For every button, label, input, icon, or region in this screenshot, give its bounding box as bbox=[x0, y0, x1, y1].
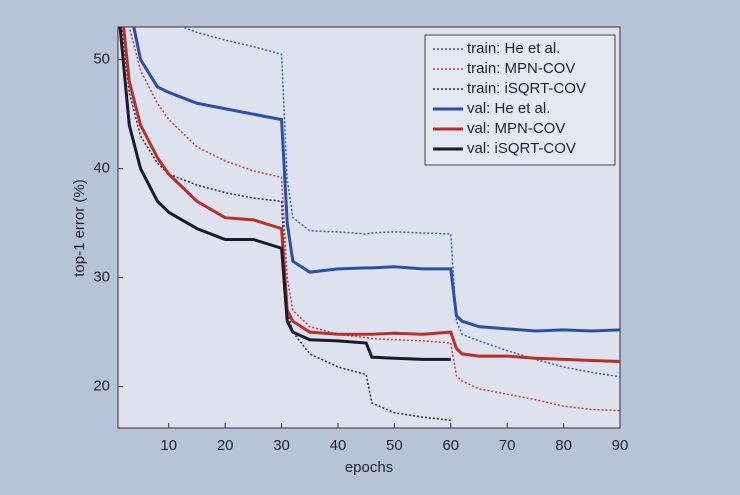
legend-label: val: He et al. bbox=[467, 100, 550, 117]
legend-label: val: iSQRT-COV bbox=[467, 140, 576, 157]
x-tick-label: 90 bbox=[612, 437, 629, 454]
legend-label: train: He et al. bbox=[467, 40, 560, 57]
x-tick-label: 10 bbox=[160, 437, 177, 454]
x-tick-label: 50 bbox=[386, 437, 403, 454]
legend-box bbox=[424, 34, 616, 166]
y-tick-label: 20 bbox=[93, 378, 110, 395]
legend-label: val: MPN-COV bbox=[467, 120, 565, 137]
y-tick-label: 50 bbox=[93, 51, 110, 68]
x-tick-label: 40 bbox=[330, 437, 347, 454]
legend-label: train: MPN-COV bbox=[467, 60, 575, 77]
lines bbox=[118, 27, 620, 422]
series-line bbox=[132, 27, 620, 333]
series-line bbox=[121, 27, 451, 422]
series-line bbox=[122, 27, 620, 364]
x-tick-label: 80 bbox=[555, 437, 572, 454]
x-tick-label: 60 bbox=[442, 437, 459, 454]
x-tick-label: 30 bbox=[273, 437, 290, 454]
y-tick-label: 40 bbox=[93, 160, 110, 177]
series-line bbox=[180, 27, 620, 378]
series-line bbox=[118, 27, 451, 361]
y-tick-label: 30 bbox=[93, 269, 110, 286]
legend-label: train: iSQRT-COV bbox=[467, 80, 586, 97]
x-axis-label: epochs bbox=[345, 459, 393, 476]
x-tick-label: 70 bbox=[499, 437, 516, 454]
x-tick-label: 20 bbox=[217, 437, 234, 454]
y-axis-label: top-1 error (%) bbox=[71, 179, 88, 277]
series-line bbox=[128, 27, 620, 412]
